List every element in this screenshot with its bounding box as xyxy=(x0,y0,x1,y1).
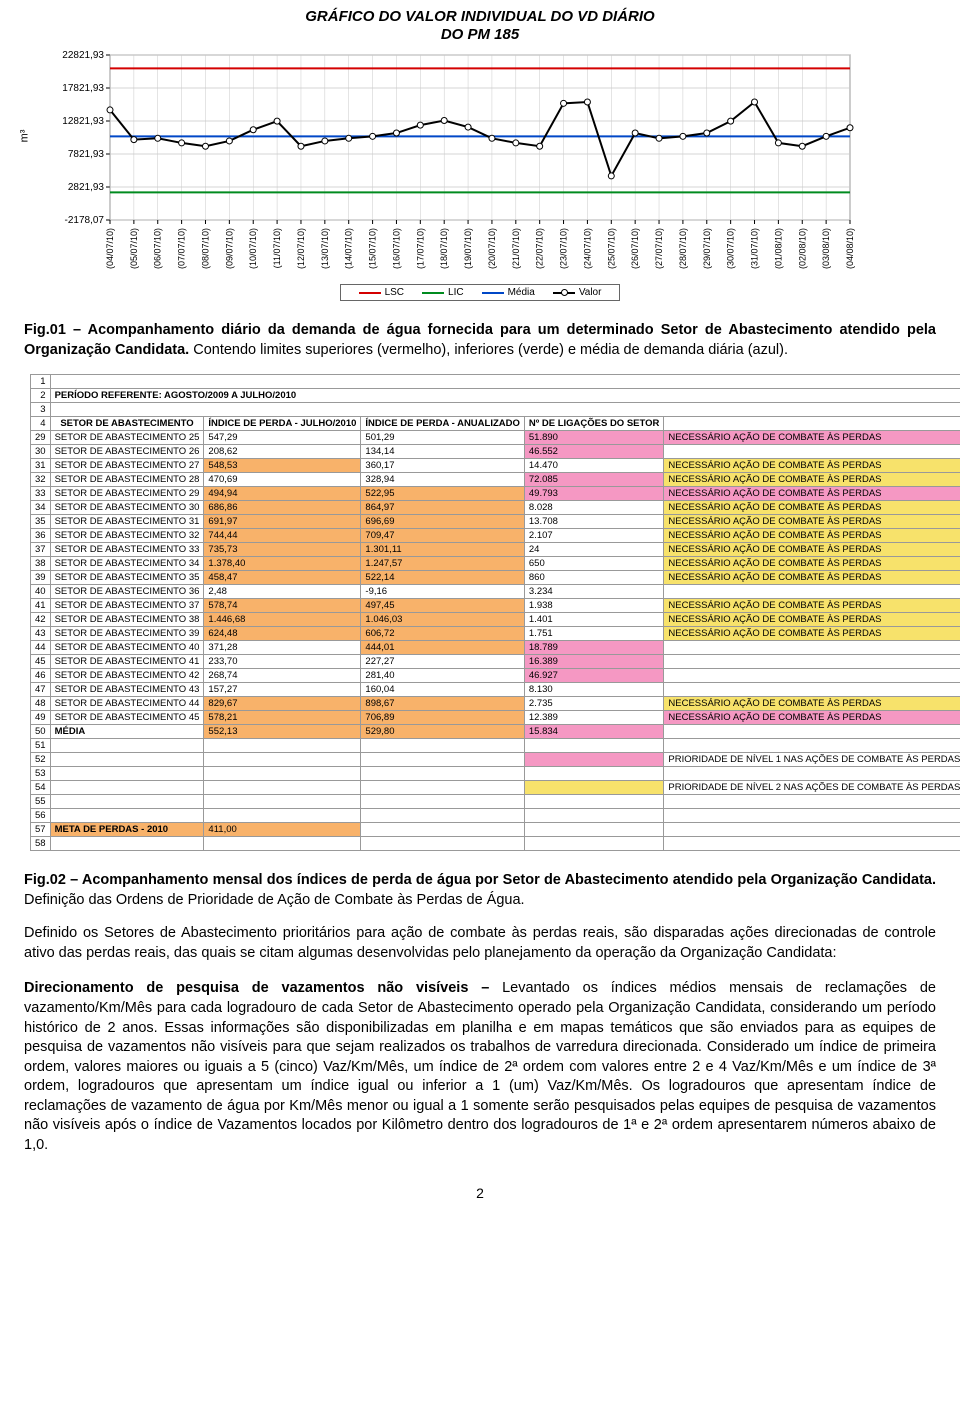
svg-text:(03/08/10): (03/08/10) xyxy=(821,228,831,269)
table-row: 47SETOR DE ABASTECIMENTO 43157,27160,048… xyxy=(31,683,960,697)
svg-text:(08/07/10): (08/07/10) xyxy=(200,228,210,269)
svg-text:2821,93: 2821,93 xyxy=(68,182,105,193)
chart-title-line1: GRÁFICO DO VALOR INDIVIDUAL DO VD DIÁRIO xyxy=(305,8,654,25)
table-row: 35SETOR DE ABASTECIMENTO 31691,97696,691… xyxy=(31,515,960,529)
table-row: 37SETOR DE ABASTECIMENTO 33735,731.301,1… xyxy=(31,543,960,557)
svg-text:(17/07/10): (17/07/10) xyxy=(415,228,425,269)
chart-title: GRÁFICO DO VALOR INDIVIDUAL DO VD DIÁRIO… xyxy=(24,8,936,44)
svg-text:(27/07/10): (27/07/10) xyxy=(654,228,664,269)
table-row: 34SETOR DE ABASTECIMENTO 30686,86864,978… xyxy=(31,501,960,515)
table-row: 30SETOR DE ABASTECIMENTO 26208,62134,144… xyxy=(31,445,960,459)
table-row: 42SETOR DE ABASTECIMENTO 381.446,681.046… xyxy=(31,613,960,627)
svg-text:(24/07/10): (24/07/10) xyxy=(582,228,592,269)
table-row: 39SETOR DE ABASTECIMENTO 35458,47522,148… xyxy=(31,571,960,585)
svg-text:(19/07/10): (19/07/10) xyxy=(463,228,473,269)
legend-item: Valor xyxy=(553,287,602,298)
svg-text:(30/07/10): (30/07/10) xyxy=(726,228,736,269)
table-row: 50MÉDIA552,13529,8015.834 xyxy=(31,725,960,739)
table-row: 48SETOR DE ABASTECIMENTO 44829,67898,672… xyxy=(31,697,960,711)
svg-text:(28/07/10): (28/07/10) xyxy=(678,228,688,269)
svg-text:(22/07/10): (22/07/10) xyxy=(535,228,545,269)
loss-index-table: 12PERÍODO REFERENTE: AGOSTO/2009 A JULHO… xyxy=(30,374,960,851)
svg-text:(12/07/10): (12/07/10) xyxy=(296,228,306,269)
svg-text:(11/07/10): (11/07/10) xyxy=(272,228,282,268)
svg-text:(02/08/10): (02/08/10) xyxy=(797,228,807,269)
svg-text:(07/07/10): (07/07/10) xyxy=(177,228,187,269)
svg-text:(16/07/10): (16/07/10) xyxy=(391,228,401,269)
svg-text:-2178,07: -2178,07 xyxy=(65,215,105,226)
paragraph-direcionamento: Direcionamento de pesquisa de vazamentos… xyxy=(24,979,936,1155)
svg-text:(04/08/10): (04/08/10) xyxy=(845,228,855,269)
table-header: SETOR DE ABASTECIMENTO xyxy=(50,417,204,431)
table-row: 1 xyxy=(31,375,960,389)
table-row: 46SETOR DE ABASTECIMENTO 42268,74281,404… xyxy=(31,669,960,683)
table-row: 52PRIORIDADE DE NÍVEL 1 NAS AÇÕES DE COM… xyxy=(31,753,960,767)
table-row: 43SETOR DE ABASTECIMENTO 39624,48606,721… xyxy=(31,627,960,641)
line-chart: 22821,93 17821,93 12821,93 7821,93 2821,93 -2… xyxy=(40,50,860,280)
svg-text:(09/07/10): (09/07/10) xyxy=(224,228,234,269)
table-row: 53 xyxy=(31,767,960,781)
svg-text:(23/07/10): (23/07/10) xyxy=(559,228,569,269)
svg-text:(06/07/10): (06/07/10) xyxy=(153,228,163,269)
svg-text:(29/07/10): (29/07/10) xyxy=(702,228,712,269)
table-row: 51 xyxy=(31,739,960,753)
chart-title-line2: DO PM 185 xyxy=(441,26,519,43)
chart-legend: LSC LIC Média Valor xyxy=(340,284,620,301)
svg-text:22821,93: 22821,93 xyxy=(62,50,104,61)
table-row: 40SETOR DE ABASTECIMENTO 362,48-9,163.23… xyxy=(31,585,960,599)
svg-text:17821,93: 17821,93 xyxy=(62,83,104,94)
svg-text:(31/07/10): (31/07/10) xyxy=(750,228,760,269)
legend-item: LIC xyxy=(422,287,464,298)
table-row: 33SETOR DE ABASTECIMENTO 29494,94522,954… xyxy=(31,487,960,501)
table-row: 57META DE PERDAS - 2010411,00 xyxy=(31,823,960,837)
svg-text:(26/07/10): (26/07/10) xyxy=(630,228,640,269)
table-header-row: 4SETOR DE ABASTECIMENTOÍNDICE DE PERDA -… xyxy=(31,417,960,431)
figure2-caption: Fig.02 – Acompanhamento mensal dos índic… xyxy=(24,871,936,910)
legend-item: LSC xyxy=(359,287,404,298)
svg-text:12821,93: 12821,93 xyxy=(62,116,104,127)
table-row: 29SETOR DE ABASTECIMENTO 25547,29501,295… xyxy=(31,431,960,445)
table-row: 2PERÍODO REFERENTE: AGOSTO/2009 A JULHO/… xyxy=(31,389,960,403)
svg-text:(20/07/10): (20/07/10) xyxy=(487,228,497,269)
table-row: 38SETOR DE ABASTECIMENTO 341.378,401.247… xyxy=(31,557,960,571)
table-row: 55 xyxy=(31,795,960,809)
page-number: 2 xyxy=(24,1185,936,1201)
table-row: 49SETOR DE ABASTECIMENTO 45578,21706,891… xyxy=(31,711,960,725)
figure1-caption: Fig.01 – Acompanhamento diário da demand… xyxy=(24,321,936,360)
table-row: 45SETOR DE ABASTECIMENTO 41233,70227,271… xyxy=(31,655,960,669)
svg-text:(21/07/10): (21/07/10) xyxy=(511,228,521,269)
svg-text:(01/08/10): (01/08/10) xyxy=(773,228,783,269)
svg-text:(04/07/10): (04/07/10) xyxy=(105,228,115,269)
table-row: 36SETOR DE ABASTECIMENTO 32744,44709,472… xyxy=(31,529,960,543)
svg-text:(10/07/10): (10/07/10) xyxy=(248,228,258,269)
table-row: 58 xyxy=(31,837,960,851)
table-header: ÍNDICE DE PERDA - ANUALIZADO xyxy=(361,417,524,431)
svg-text:(14/07/10): (14/07/10) xyxy=(344,228,354,269)
svg-text:(05/07/10): (05/07/10) xyxy=(129,228,139,269)
svg-text:(18/07/10): (18/07/10) xyxy=(439,228,449,269)
table-row: 31SETOR DE ABASTECIMENTO 27548,53360,171… xyxy=(31,459,960,473)
table-row: 41SETOR DE ABASTECIMENTO 37578,74497,451… xyxy=(31,599,960,613)
table-row: 3 xyxy=(31,403,960,417)
table-header: ÍNDICE DE PERDA - JULHO/2010 xyxy=(204,417,361,431)
table-header xyxy=(664,417,960,431)
legend-item: Média xyxy=(482,287,535,298)
paragraph-intro: Definido os Setores de Abastecimento pri… xyxy=(24,924,936,963)
chart-container: m³ 22821,9317821,9312821,937821,932821,9… xyxy=(40,50,920,301)
loss-index-table-container: 12PERÍODO REFERENTE: AGOSTO/2009 A JULHO… xyxy=(30,374,930,851)
table-row: 54PRIORIDADE DE NÍVEL 2 NAS AÇÕES DE COM… xyxy=(31,781,960,795)
table-header: Nº DE LIGAÇÕES DO SETOR xyxy=(524,417,664,431)
table-row: 56 xyxy=(31,809,960,823)
y-axis-unit: m³ xyxy=(18,130,30,143)
svg-text:7821,93: 7821,93 xyxy=(68,149,105,160)
svg-text:(15/07/10): (15/07/10) xyxy=(368,228,378,269)
svg-text:(13/07/10): (13/07/10) xyxy=(320,228,330,269)
table-row: 44SETOR DE ABASTECIMENTO 40371,28444,011… xyxy=(31,641,960,655)
table-row: 32SETOR DE ABASTECIMENTO 28470,69328,947… xyxy=(31,473,960,487)
svg-text:(25/07/10): (25/07/10) xyxy=(606,228,616,269)
